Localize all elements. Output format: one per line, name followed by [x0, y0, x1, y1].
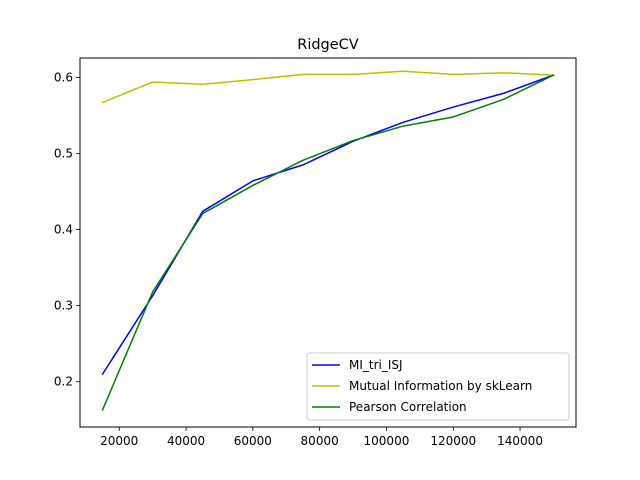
legend-box — [306, 352, 570, 421]
x-tick-label: 40000 — [167, 434, 205, 448]
y-tick-label: 0.6 — [54, 70, 73, 84]
legend-label: MI_tri_ISJ — [349, 358, 403, 372]
legend-label: Pearson Correlation — [349, 400, 467, 414]
x-axis: 20000 40000 60000 80000 100000 120000 140000 — [100, 427, 543, 448]
x-tick-label: 60000 — [234, 434, 272, 448]
y-tick-label: 0.5 — [54, 146, 73, 160]
series-line-3 — [101, 74, 555, 411]
legend: MI_tri_ISJ Mutual Information by skLearn P… — [306, 352, 570, 421]
x-tick-label: 140000 — [497, 434, 543, 448]
x-tick-label: 80000 — [301, 434, 339, 448]
plot-frame — [79, 57, 577, 428]
y-tick-label: 0.4 — [54, 223, 73, 237]
x-tick-label: 120000 — [430, 434, 476, 448]
x-tick-label: 100000 — [364, 434, 410, 448]
series-layer — [101, 70, 555, 411]
y-axis: 0.2 0.3 0.4 0.5 0.6 — [54, 70, 80, 389]
legend-label: Mutual Information by skLearn — [349, 379, 532, 393]
y-tick-label: 0.2 — [54, 375, 73, 389]
x-tick-label: 20000 — [100, 434, 138, 448]
chart-title: RidgeCV — [297, 37, 359, 53]
y-tick-label: 0.3 — [54, 299, 73, 313]
series-line-2 — [101, 70, 555, 104]
